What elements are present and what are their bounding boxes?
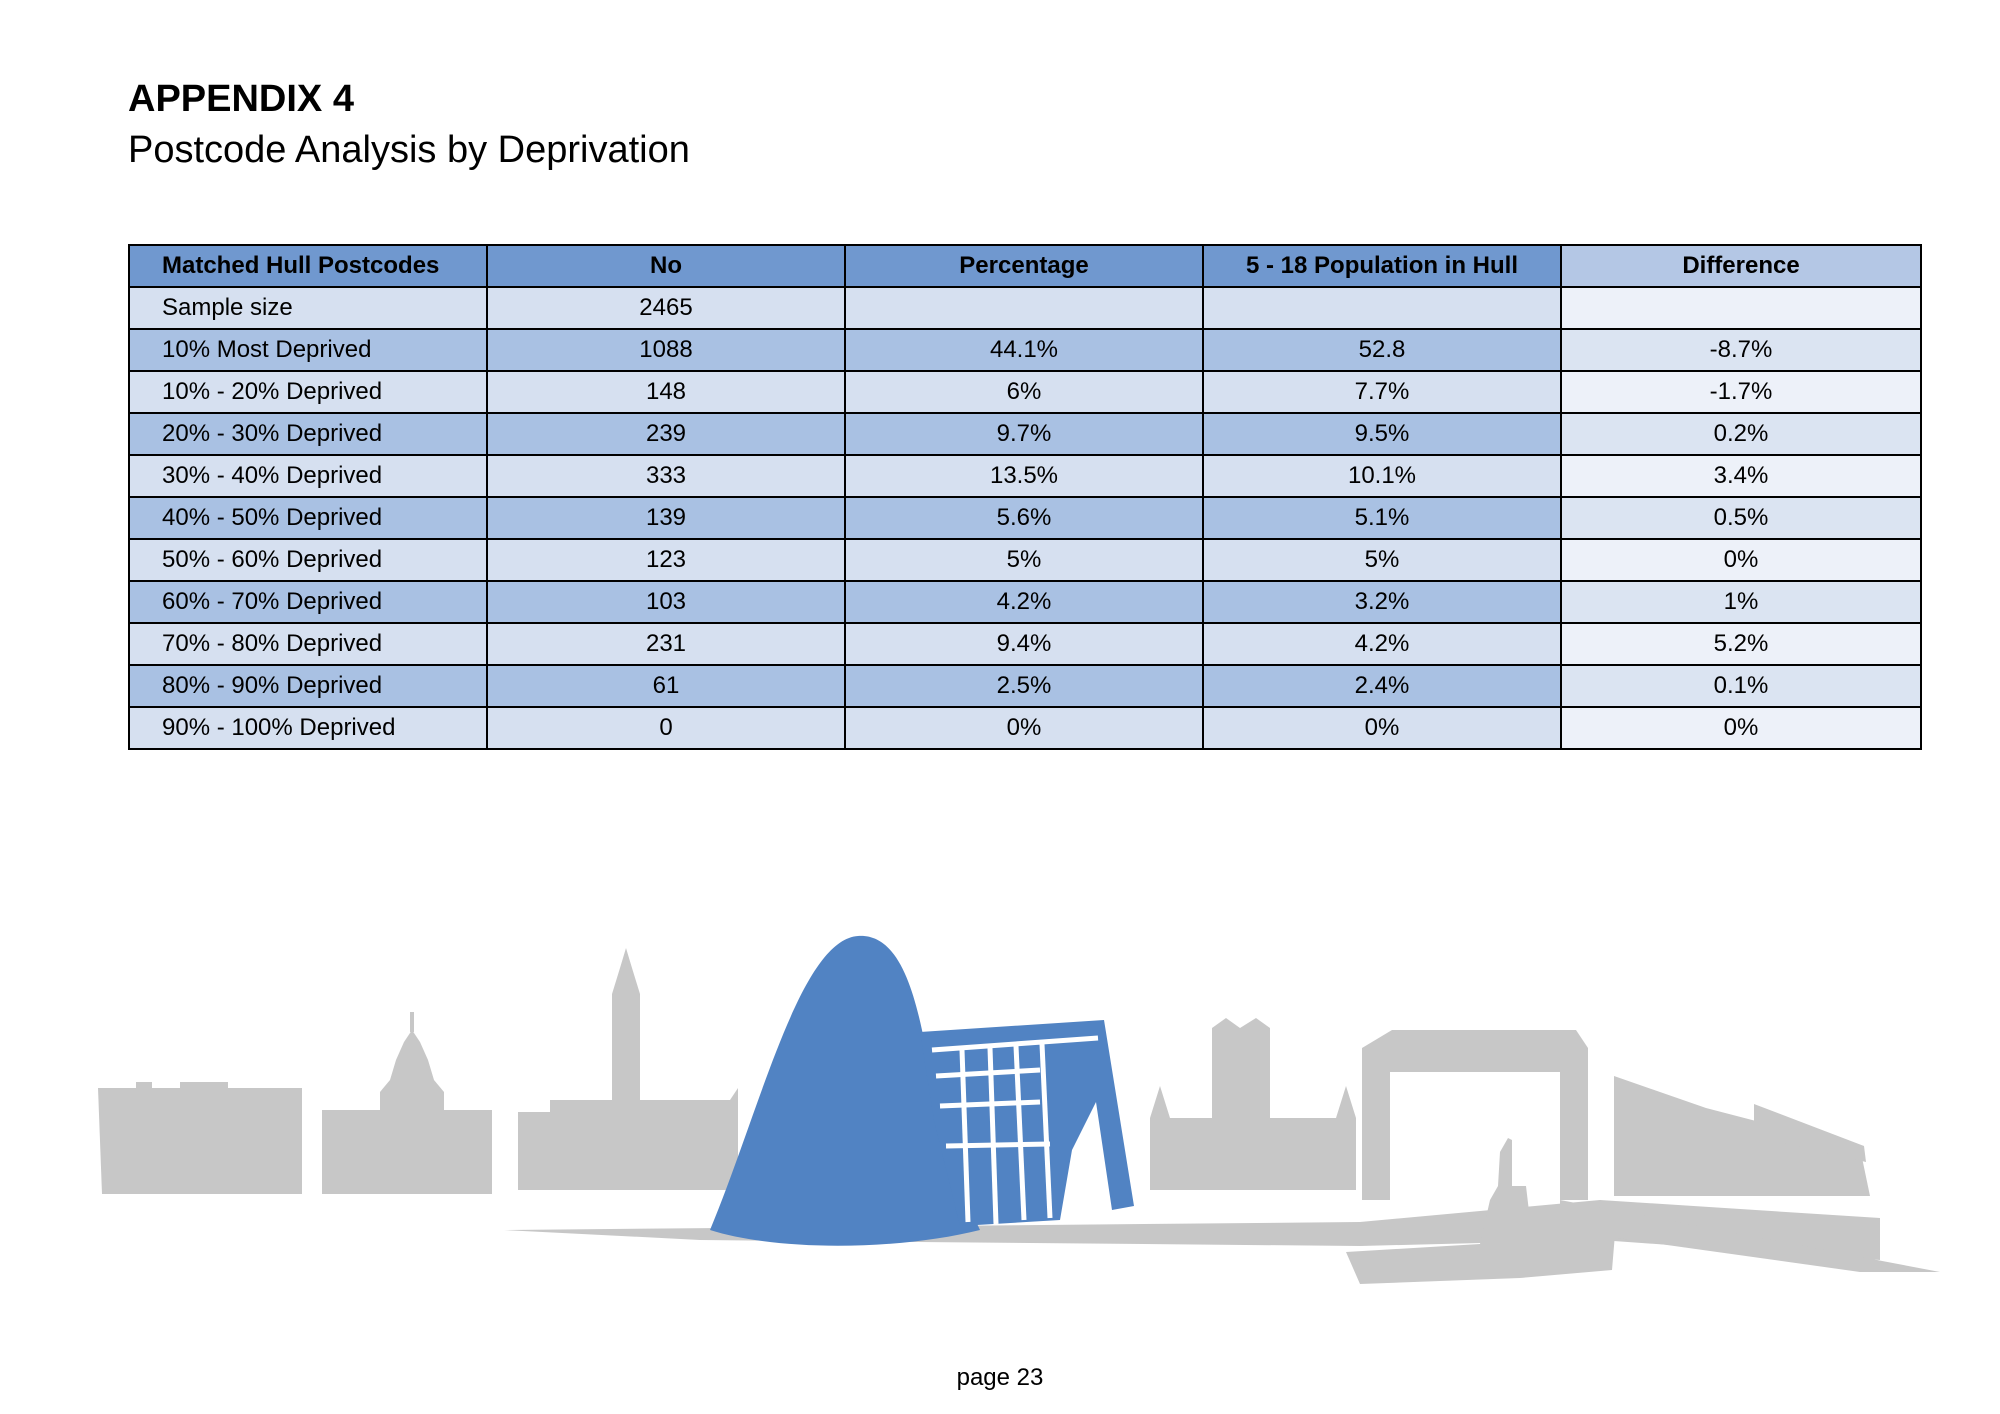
hull-skyline-illustration bbox=[98, 935, 1940, 1284]
table-cell: 3.4% bbox=[1560, 454, 1922, 498]
table-row: 60% - 70% Deprived 103 4.2% 3.2% 1% bbox=[128, 580, 1922, 624]
ground-right bbox=[1560, 1200, 1940, 1272]
table-cell: 5.6% bbox=[844, 496, 1204, 540]
row-label-cell: 30% - 40% Deprived bbox=[128, 454, 488, 498]
ground-shadow bbox=[504, 1200, 1880, 1260]
table-cell: 2.5% bbox=[844, 664, 1204, 708]
page-subtitle: Postcode Analysis by Deprivation bbox=[128, 129, 690, 171]
appendix-title: APPENDIX 4 bbox=[128, 78, 354, 120]
page-heading: APPENDIX 4 Postcode Analysis by Deprivat… bbox=[128, 74, 690, 175]
table-header-row: Matched Hull Postcodes No Percentage 5 -… bbox=[128, 244, 1922, 288]
table-cell: 148 bbox=[486, 370, 846, 414]
table-row: 10% Most Deprived 1088 44.1% 52.8 -8.7% bbox=[128, 328, 1922, 372]
table-row: Sample size 2465 bbox=[128, 286, 1922, 330]
table-cell: 3.2% bbox=[1202, 580, 1562, 624]
table-cell: 5% bbox=[1202, 538, 1562, 582]
table-cell: 2.4% bbox=[1202, 664, 1562, 708]
table-cell: 61 bbox=[486, 664, 846, 708]
glass-grid-lines bbox=[931, 1035, 1099, 1225]
header-cell: Matched Hull Postcodes bbox=[128, 244, 488, 288]
table-cell: 52.8 bbox=[1202, 328, 1562, 372]
row-label-cell: 50% - 60% Deprived bbox=[128, 538, 488, 582]
table-cell: 13.5% bbox=[844, 454, 1204, 498]
header-cell: Percentage bbox=[844, 244, 1204, 288]
row-label-cell: 10% - 20% Deprived bbox=[128, 370, 488, 414]
clock-tower-building bbox=[518, 948, 738, 1190]
table-cell: 231 bbox=[486, 622, 846, 666]
table-cell: 0% bbox=[844, 706, 1204, 750]
table-cell: 9.5% bbox=[1202, 412, 1562, 456]
building-block bbox=[98, 1082, 302, 1194]
table-cell: 10.1% bbox=[1202, 454, 1562, 498]
blue-arch-building bbox=[710, 935, 980, 1246]
table-row: 70% - 80% Deprived 231 9.4% 4.2% 5.2% bbox=[128, 622, 1922, 666]
table-cell: 0% bbox=[1202, 706, 1562, 750]
skyline-grey-buildings bbox=[98, 948, 1940, 1284]
table-row: 20% - 30% Deprived 239 9.7% 9.5% 0.2% bbox=[128, 412, 1922, 456]
lightship bbox=[1346, 1138, 1616, 1284]
table-cell: 9.7% bbox=[844, 412, 1204, 456]
table-cell: -8.7% bbox=[1560, 328, 1922, 372]
table-cell: 4.2% bbox=[1202, 622, 1562, 666]
table-cell: 0.1% bbox=[1560, 664, 1922, 708]
table-cell: 0% bbox=[1560, 538, 1922, 582]
table-cell: 333 bbox=[486, 454, 846, 498]
table-row: 40% - 50% Deprived 139 5.6% 5.1% 0.5% bbox=[128, 496, 1922, 540]
domed-building bbox=[322, 1030, 492, 1194]
church bbox=[1150, 1018, 1356, 1190]
table-cell: 0.5% bbox=[1560, 496, 1922, 540]
table-cell bbox=[844, 286, 1204, 330]
table-row: 10% - 20% Deprived 148 6% 7.7% -1.7% bbox=[128, 370, 1922, 414]
table-cell: -1.7% bbox=[1560, 370, 1922, 414]
table-cell: 6% bbox=[844, 370, 1204, 414]
table-cell: 44.1% bbox=[844, 328, 1204, 372]
table-cell: 139 bbox=[486, 496, 846, 540]
table-cell: 7.7% bbox=[1202, 370, 1562, 414]
table-cell: 9.4% bbox=[844, 622, 1204, 666]
page-number: page 23 bbox=[956, 1364, 1044, 1391]
the-deep-aquarium bbox=[1614, 1076, 1870, 1196]
header-cell: 5 - 18 Population in Hull bbox=[1202, 244, 1562, 288]
table-cell: 123 bbox=[486, 538, 846, 582]
table-cell: 0 bbox=[486, 706, 846, 750]
tidal-barrier bbox=[1362, 1030, 1588, 1200]
table-cell: 0% bbox=[1560, 706, 1922, 750]
skyline-blue-building bbox=[710, 935, 1134, 1246]
deprivation-table: Matched Hull Postcodes No Percentage 5 -… bbox=[128, 244, 1922, 750]
table-cell: 239 bbox=[486, 412, 846, 456]
row-label-cell: 70% - 80% Deprived bbox=[128, 622, 488, 666]
table-cell bbox=[1202, 286, 1562, 330]
table-row: 80% - 90% Deprived 61 2.5% 2.4% 0.1% bbox=[128, 664, 1922, 708]
table-cell: 1% bbox=[1560, 580, 1922, 624]
row-label-cell: 20% - 30% Deprived bbox=[128, 412, 488, 456]
row-label-cell: 80% - 90% Deprived bbox=[128, 664, 488, 708]
table-cell: 1088 bbox=[486, 328, 846, 372]
table-cell: 103 bbox=[486, 580, 846, 624]
table-row: 30% - 40% Deprived 333 13.5% 10.1% 3.4% bbox=[128, 454, 1922, 498]
table-row: 50% - 60% Deprived 123 5% 5% 0% bbox=[128, 538, 1922, 582]
header-cell: Difference bbox=[1560, 244, 1922, 288]
row-label-cell: 90% - 100% Deprived bbox=[128, 706, 488, 750]
table-cell: 5.2% bbox=[1560, 622, 1922, 666]
table-cell bbox=[1560, 286, 1922, 330]
row-label-cell: 60% - 70% Deprived bbox=[128, 580, 488, 624]
header-cell: No bbox=[486, 244, 846, 288]
table-cell: 5% bbox=[844, 538, 1204, 582]
row-label-cell: 40% - 50% Deprived bbox=[128, 496, 488, 540]
table-cell: 2465 bbox=[486, 286, 846, 330]
table-cell: 5.1% bbox=[1202, 496, 1562, 540]
row-label-cell: 10% Most Deprived bbox=[128, 328, 488, 372]
table-cell: 4.2% bbox=[844, 580, 1204, 624]
table-row: 90% - 100% Deprived 0 0% 0% 0% bbox=[128, 706, 1922, 750]
table-cell: 0.2% bbox=[1560, 412, 1922, 456]
row-label-cell: Sample size bbox=[128, 286, 488, 330]
